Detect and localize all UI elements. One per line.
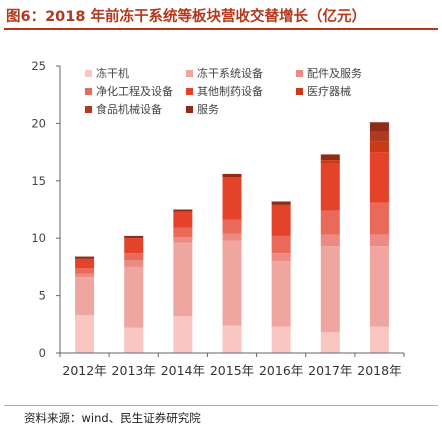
- bar-segment: [124, 238, 144, 254]
- bar-segment: [369, 141, 389, 153]
- bar-segment: [271, 235, 291, 254]
- bar-segment: [369, 234, 389, 247]
- bar-segment: [320, 154, 340, 161]
- bar-segment: [369, 122, 389, 132]
- legend-label: 其他制药设备: [197, 84, 263, 98]
- y-tick-label: 0: [39, 346, 46, 360]
- legend-swatch: [186, 106, 193, 113]
- bar-segment: [75, 268, 95, 274]
- bar-segment: [369, 246, 389, 327]
- legend-label: 冻干系统设备: [197, 66, 263, 80]
- bar-segment: [320, 210, 340, 235]
- bar-segment: [320, 332, 340, 353]
- legend-swatch: [186, 70, 193, 77]
- bar-segment: [222, 177, 242, 220]
- figure-title: 图6：2018 年前冻干系统等板块营收交替增长（亿元）: [6, 9, 366, 25]
- bar-segment: [124, 235, 144, 239]
- bar-segment: [124, 253, 144, 261]
- x-tick-label: 2012年: [62, 363, 106, 378]
- bar-segment: [222, 325, 242, 353]
- bar-segment: [271, 326, 291, 353]
- bar-segment: [222, 240, 242, 326]
- x-tick-label: 2015年: [210, 363, 254, 378]
- x-tick-label: 2017年: [308, 363, 352, 378]
- bar-segment: [320, 163, 340, 211]
- x-tick-label: 2013年: [112, 363, 156, 378]
- bar-segment: [271, 253, 291, 262]
- y-tick-label: 5: [39, 289, 46, 303]
- bar-segment: [320, 160, 340, 164]
- legend-label: 食品机械设备: [96, 102, 162, 116]
- chart-axes: 0 5 10 15 20 25 2012年 2013年 2014年 2015年 2016年 2017年…: [31, 59, 405, 378]
- bar-segment: [222, 173, 242, 178]
- legend-label: 服务: [197, 103, 219, 116]
- y-tick-label: 25: [31, 59, 46, 73]
- legend-label: 配件及服务: [307, 67, 362, 80]
- bar-segment: [75, 256, 95, 259]
- source-note: 资料来源：wind、民生证券研究院: [24, 411, 201, 425]
- bar-segment: [320, 234, 340, 247]
- bar-segment: [369, 326, 389, 353]
- x-tick-label: 2016年: [259, 363, 303, 378]
- legend-swatch: [85, 106, 92, 113]
- bar-segment: [173, 227, 193, 238]
- bar-segment: [173, 209, 193, 212]
- legend-swatch: [85, 88, 92, 95]
- bar-segment: [369, 202, 389, 235]
- bar-segment: [271, 204, 291, 236]
- bar-segment: [320, 246, 340, 333]
- x-tick-label: 2018年: [357, 363, 401, 378]
- x-tick-label: 2014年: [161, 363, 205, 378]
- legend-label: 冻干机: [96, 66, 129, 80]
- legend-swatch: [85, 70, 92, 77]
- bar-segment: [173, 237, 193, 243]
- bar-segment: [271, 201, 291, 205]
- source-divider: [4, 405, 438, 406]
- bar-segment: [222, 233, 242, 241]
- title-bar: 图6：2018 年前冻干系统等板块营收交替增长（亿元）: [4, 4, 438, 30]
- bar-segment: [75, 277, 95, 316]
- legend-label: 净化工程及设备: [96, 84, 173, 98]
- bar-segment: [124, 260, 144, 267]
- bar-segment: [173, 211, 193, 228]
- bar-segment: [124, 327, 144, 353]
- y-tick-label: 20: [31, 116, 46, 130]
- legend-label: 医疗器械: [307, 84, 351, 98]
- bar-segment: [124, 266, 144, 328]
- bar-segment: [369, 131, 389, 142]
- y-tick-label: 10: [31, 231, 46, 245]
- bar-segment: [222, 219, 242, 234]
- bar-segment: [173, 316, 193, 353]
- chart-bars: [75, 122, 389, 353]
- bar-segment: [271, 261, 291, 327]
- legend-swatch: [186, 88, 193, 95]
- bar-segment: [75, 315, 95, 353]
- legend-swatch: [296, 88, 303, 95]
- bar-segment: [75, 273, 95, 278]
- bar-segment: [369, 152, 389, 203]
- bar-segment: [173, 242, 193, 317]
- y-tick-label: 15: [31, 174, 46, 188]
- legend-swatch: [296, 70, 303, 77]
- bar-segment: [75, 258, 95, 269]
